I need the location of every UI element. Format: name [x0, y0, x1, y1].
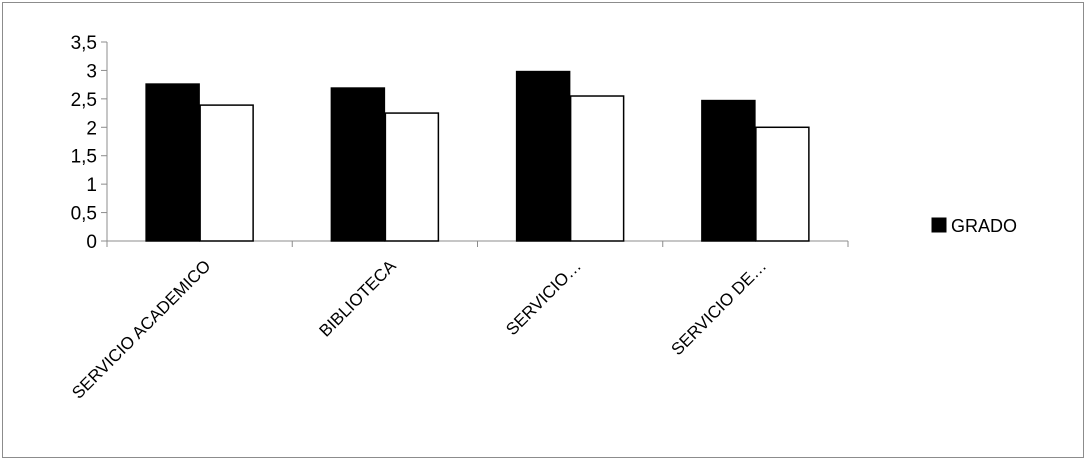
- y-tick-label: 0: [86, 232, 97, 253]
- bar-series-1: [330, 87, 386, 242]
- y-tick-label: 0,5: [71, 204, 97, 225]
- bar-series-1: [515, 70, 571, 242]
- y-tick-label: 2,5: [71, 90, 97, 111]
- y-tick-label: 1,5: [71, 147, 97, 168]
- y-tick-label: 3: [86, 61, 97, 82]
- x-category-label: BIBLIOTECA: [315, 256, 400, 341]
- y-tick-label: 1: [86, 175, 97, 196]
- x-category-label: SERVICIO DE…: [667, 256, 770, 359]
- x-axis: SERVICIO ACADEMICO BIBLIOTECA SERVICIO… SER…: [68, 240, 849, 403]
- x-category-label: SERVICIO ACADEMICO: [68, 256, 214, 402]
- legend-label: GRADO: [951, 216, 1017, 236]
- bar-series-2: [569, 95, 625, 242]
- y-axis: 0 0,5 1 1,5 2 2,5 3 3,5: [71, 33, 108, 253]
- x-category-label: SERVICIO…: [502, 256, 585, 339]
- bar-series-2: [199, 104, 254, 242]
- legend: GRADO: [931, 216, 1017, 236]
- bar-series-2: [384, 112, 440, 242]
- legend-swatch: [931, 217, 947, 233]
- y-tick-label: 3,5: [71, 33, 97, 54]
- bar-series-1: [145, 83, 200, 242]
- bar-series-2: [755, 126, 810, 242]
- y-tick-label: 2: [86, 118, 97, 139]
- bar-series-1: [701, 99, 756, 242]
- bars: [145, 70, 810, 242]
